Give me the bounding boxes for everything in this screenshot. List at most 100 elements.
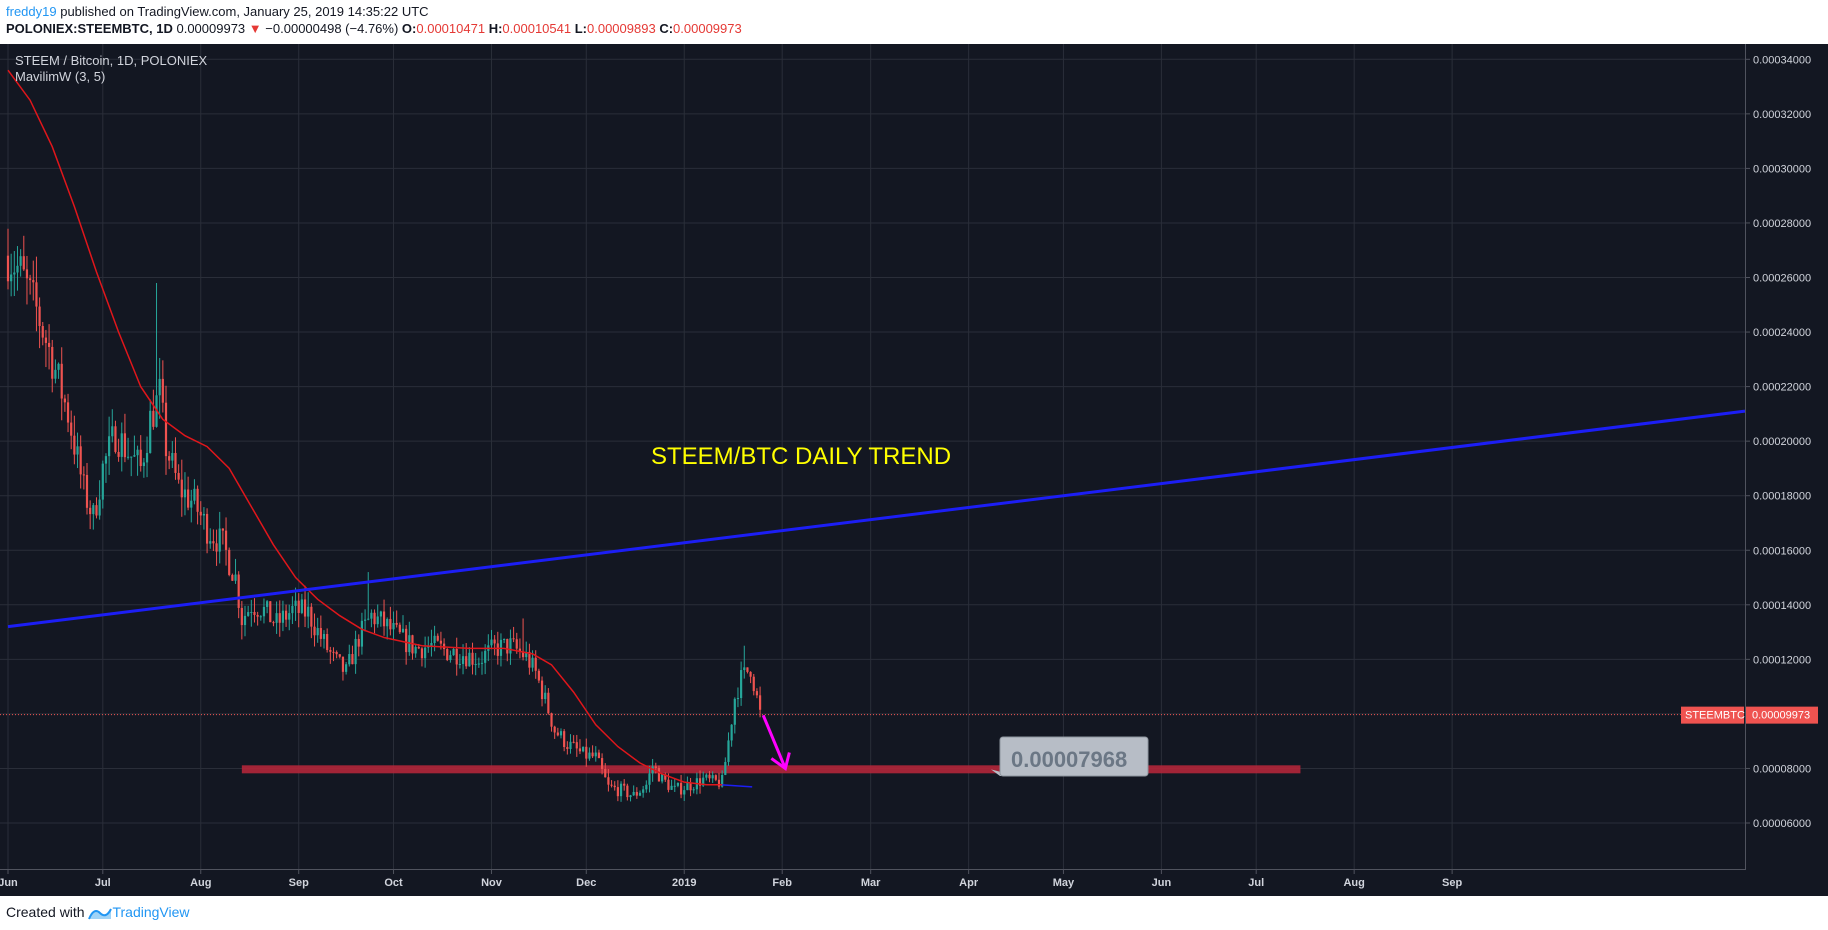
candle-body [297, 600, 300, 613]
candle-body [82, 474, 85, 476]
symbol-label: POLONIEX:STEEMBTC, 1D [6, 21, 173, 36]
time-axis[interactable]: Jun Jul Aug Sep Oct Nov Dec 2019 Feb Mar Apr May Jun… [0, 869, 1462, 889]
candle-body [708, 774, 711, 779]
price-chart[interactable]: 0.00034000 0.00032000 0.00030000 0.00028000… [0, 44, 1828, 896]
candle-body [41, 326, 44, 338]
candle-body [528, 651, 531, 668]
down-triangle-icon: ▼ [248, 21, 262, 36]
candle-body [607, 777, 610, 785]
candle-body [13, 272, 16, 275]
x-tick-label: Apr [959, 877, 979, 889]
open-label: O: [401, 21, 417, 36]
candle-body [405, 628, 408, 653]
candle-body [345, 664, 348, 672]
candle-body [332, 651, 335, 653]
candle-body [657, 768, 661, 782]
candle-body [758, 695, 762, 710]
y-tick-label: 0.00022000 [1753, 382, 1811, 394]
blue-trendline[interactable] [7, 409, 1746, 629]
candle-body [585, 746, 588, 759]
candle-body [319, 628, 322, 639]
candle-body [679, 782, 683, 795]
candle-body [386, 618, 389, 627]
candle-body [582, 746, 585, 752]
candle-body [521, 651, 525, 658]
candle-body [474, 664, 477, 666]
candle-body [398, 624, 401, 633]
candle-body [326, 633, 329, 651]
candle-body [57, 363, 60, 370]
candle-body [262, 606, 266, 617]
candle-body [247, 612, 250, 616]
candle-body [316, 628, 319, 636]
candle-body [47, 342, 51, 347]
x-tick-label: Sep [289, 877, 309, 889]
mavilimw-tail [722, 784, 753, 788]
candle-body [610, 784, 613, 786]
footer: Created with TradingView [6, 904, 190, 920]
last-price: 0.00009973 [176, 21, 246, 36]
candle-body [512, 638, 515, 640]
candle-body [711, 775, 714, 779]
candle-body [683, 790, 686, 795]
y-tick-label: 0.00026000 [1753, 273, 1811, 285]
author-link[interactable]: freddy19 [6, 4, 57, 19]
candle-body [600, 758, 604, 770]
x-tick-label: Jun [0, 877, 18, 889]
x-tick-label: Jun [1152, 877, 1172, 889]
candle-body [370, 612, 373, 619]
candle-body [531, 657, 534, 668]
candle-body [401, 628, 405, 633]
candle-body [449, 655, 452, 661]
candle-body [484, 650, 487, 663]
x-tick-label: Nov [481, 877, 503, 889]
candle-body [544, 692, 547, 700]
candle-body [183, 489, 187, 498]
candle-body [101, 463, 104, 500]
candle-body [439, 640, 443, 644]
candle-body [645, 784, 648, 790]
candle-body [458, 663, 461, 665]
candle-body [578, 748, 582, 752]
candle-body [563, 731, 566, 748]
candle-body [60, 363, 63, 399]
candle-body [509, 638, 512, 654]
candle-body [525, 651, 528, 658]
close-label: C: [659, 21, 674, 36]
candles [6, 228, 762, 802]
candle-body [635, 791, 638, 796]
candle-body [648, 773, 651, 785]
candle-body [98, 499, 101, 516]
y-tick-label: 0.00016000 [1753, 545, 1811, 557]
x-tick-label: Jul [95, 877, 111, 889]
candle-body [503, 638, 506, 640]
candle-body [559, 731, 563, 736]
candle-body [240, 607, 243, 626]
candle-body [269, 601, 272, 623]
candle-body [145, 452, 149, 463]
candle-body [382, 611, 386, 627]
candle-body [139, 449, 142, 467]
tradingview-link[interactable]: TradingView [112, 904, 190, 920]
candle-body [360, 620, 364, 647]
candle-body [395, 622, 398, 625]
candle-body [537, 670, 540, 681]
candle-body [284, 610, 288, 620]
candle-body [414, 647, 417, 654]
candle-body [550, 713, 553, 727]
candle-body [629, 795, 632, 798]
candle-body [266, 601, 269, 607]
candle-body [661, 774, 664, 782]
candle-body [133, 455, 136, 457]
candle-body [727, 740, 730, 762]
candle-body [130, 456, 133, 458]
candle-body [591, 752, 594, 757]
candle-body [250, 612, 253, 614]
candle-body [740, 670, 743, 699]
candle-body [480, 662, 484, 664]
y-tick-label: 0.00012000 [1753, 654, 1811, 666]
candle-body [231, 574, 234, 581]
arrow-head [770, 752, 791, 771]
candle-body [373, 612, 376, 625]
candle-body [575, 742, 578, 749]
